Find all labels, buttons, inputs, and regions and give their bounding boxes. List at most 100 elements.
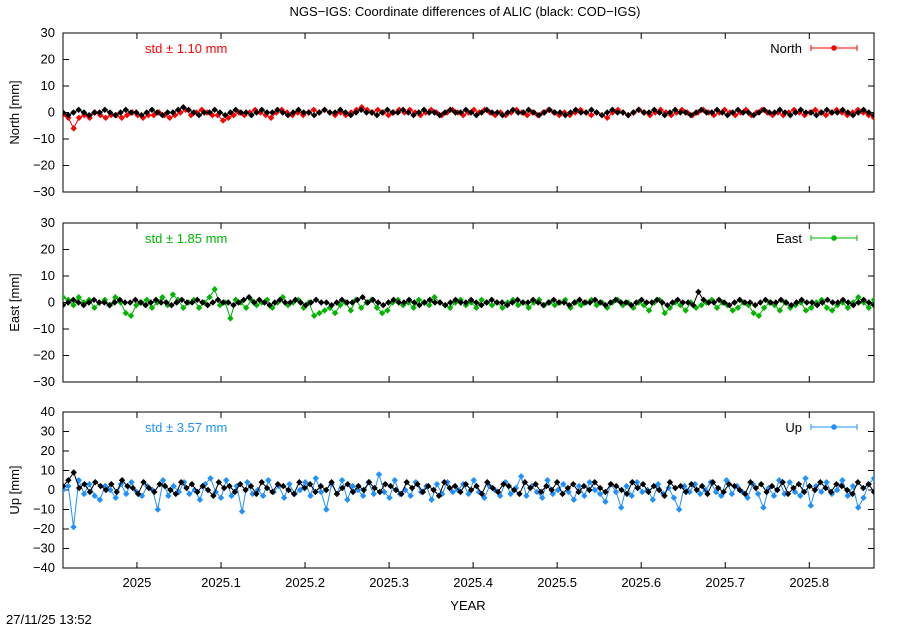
data-point: [729, 307, 736, 314]
data-point: [618, 486, 625, 494]
data-point: [865, 109, 872, 116]
data-point: [415, 109, 422, 116]
data-point: [373, 304, 381, 311]
data-point: [371, 484, 378, 492]
data-point: [612, 488, 620, 496]
data-point: [607, 480, 615, 488]
data-point: [269, 488, 276, 496]
data-point: [321, 106, 328, 114]
data-point: [865, 304, 872, 311]
data-point: [588, 106, 595, 114]
data-point: [639, 480, 647, 488]
data-point: [834, 109, 841, 116]
data-point: [375, 471, 383, 478]
data-point: [633, 299, 640, 306]
data-point: [732, 111, 739, 119]
data-point: [500, 480, 507, 488]
data-point: [565, 488, 572, 496]
data-point: [259, 492, 267, 500]
data-point: [132, 296, 139, 304]
data-point: [681, 482, 688, 490]
data-point: [639, 488, 646, 496]
data-point: [107, 486, 114, 494]
data-point: [800, 488, 808, 496]
y-tick-label: 20: [41, 443, 55, 458]
panel-east: 30 20 10 0 −10 −20 −30 East [mm] std ± 1.85 mm Ea…: [7, 215, 875, 389]
data-point: [757, 299, 764, 306]
data-point: [609, 106, 616, 114]
data-point: [672, 484, 679, 492]
data-point: [199, 482, 206, 490]
data-point: [75, 299, 82, 306]
data-point: [470, 106, 478, 114]
y-tick-label: −20: [33, 521, 55, 536]
data-point: [576, 296, 583, 304]
data-point: [499, 304, 506, 311]
data-point: [720, 299, 728, 306]
data-point: [101, 106, 109, 114]
data-point: [758, 480, 765, 488]
timestamp: 27/11/25 13:52: [6, 612, 92, 627]
data-point: [237, 480, 244, 488]
y-axis-label: Up [mm]: [7, 465, 22, 514]
data-point: [121, 299, 129, 306]
data-point: [517, 473, 525, 480]
data-point: [65, 482, 72, 490]
data-point: [237, 109, 245, 116]
series-up: [63, 471, 874, 531]
data-point: [159, 294, 166, 301]
data-point: [718, 492, 725, 500]
data-point: [451, 482, 459, 490]
data-point: [760, 106, 768, 114]
data-point: [772, 299, 780, 306]
data-point: [770, 492, 778, 500]
data-point: [326, 109, 334, 116]
data-point: [216, 109, 224, 116]
legend-label: East: [776, 231, 802, 246]
data-point: [384, 106, 391, 114]
data-point: [849, 111, 857, 119]
data-point: [312, 488, 319, 496]
series-cod-igs: [63, 288, 874, 309]
data-point: [201, 109, 208, 116]
data-point: [137, 299, 144, 306]
data-point: [133, 301, 140, 309]
data-point: [431, 299, 439, 306]
data-point: [766, 109, 773, 116]
data-point: [698, 301, 705, 309]
data-point: [174, 106, 182, 114]
data-point: [588, 111, 595, 119]
data-point: [860, 106, 867, 114]
data-point: [305, 109, 313, 116]
data-point: [166, 114, 173, 121]
data-point: [173, 299, 180, 306]
data-point: [870, 111, 874, 119]
data-point: [285, 486, 292, 494]
data-point: [523, 111, 531, 119]
data-point: [734, 106, 742, 114]
data-point: [271, 299, 278, 306]
chart-panels: 30 20 10 0 −10 −20 −30 North [mm] std ± 1.10 mm N…: [7, 25, 875, 590]
std-annotation: std ± 1.85 mm: [145, 231, 227, 246]
data-point: [817, 479, 824, 486]
data-point: [692, 109, 700, 116]
data-point: [724, 111, 731, 119]
data-point: [720, 488, 727, 496]
legend: East: [776, 231, 858, 246]
data-point: [354, 296, 361, 304]
data-point: [230, 301, 237, 309]
data-point: [232, 106, 239, 114]
data-point: [607, 299, 614, 306]
data-point: [235, 299, 242, 306]
data-point: [209, 299, 217, 306]
data-point: [206, 109, 213, 116]
data-point: [646, 111, 654, 119]
data-point: [515, 109, 522, 116]
data-point: [420, 106, 428, 114]
data-point: [245, 294, 253, 301]
data-point: [736, 296, 743, 304]
data-point: [750, 111, 757, 119]
data-point: [147, 299, 155, 306]
data-point: [628, 301, 635, 309]
data-point: [249, 490, 256, 498]
